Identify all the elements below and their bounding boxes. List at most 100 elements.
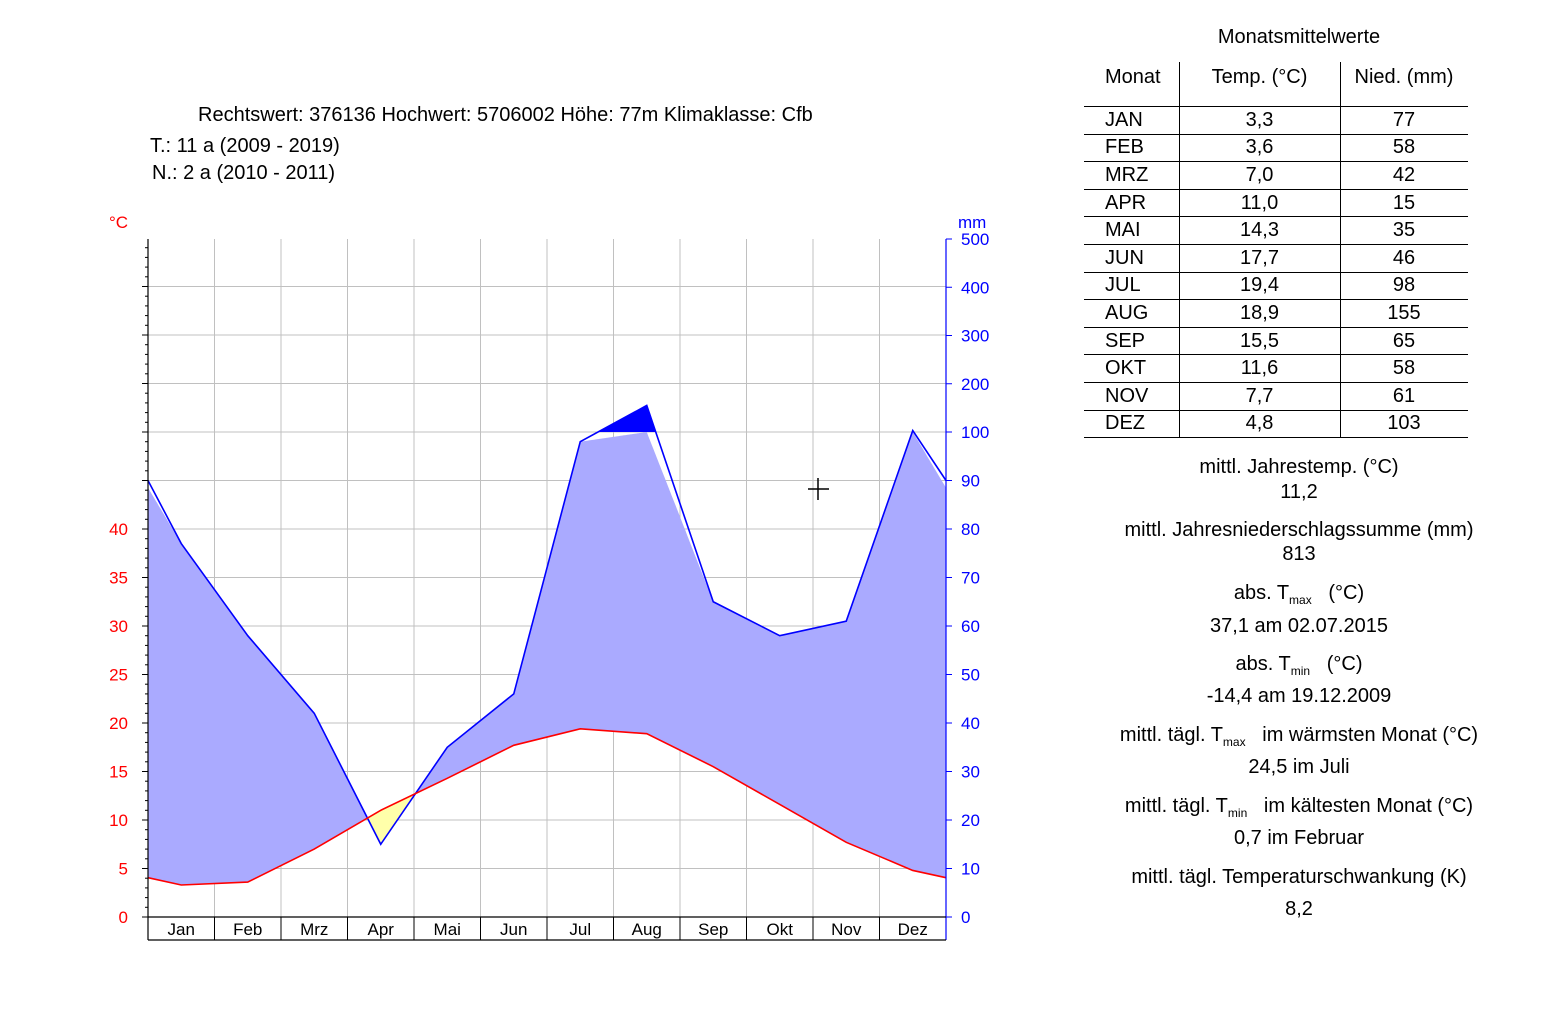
- month-label: Okt: [767, 920, 794, 939]
- precip-cell: 58: [1339, 354, 1468, 383]
- left-tick-label: 0: [119, 908, 128, 927]
- month-label: Dez: [898, 920, 928, 939]
- month-cell: FEB: [1084, 133, 1179, 162]
- temp-cell: 18,9: [1178, 299, 1340, 328]
- right-tick-label: 50: [961, 666, 980, 685]
- mean-temp-value: 11,2: [1280, 481, 1318, 503]
- table-row: DEZ 4,8 103: [1084, 409, 1468, 439]
- left-tick-label: 30: [109, 617, 128, 636]
- table-row: AUG 18,9 155: [1084, 299, 1468, 328]
- month-label: Mai: [434, 920, 461, 939]
- axes: [142, 238, 952, 941]
- month-cell: AUG: [1084, 299, 1179, 328]
- table-row: OKT 11,6 58: [1084, 354, 1468, 383]
- month-cell: JUN: [1084, 243, 1179, 273]
- month-label: Sep: [698, 920, 728, 939]
- precip-cell: 58: [1339, 133, 1468, 162]
- abs-tmin-label: abs. Tmin (°C): [1235, 653, 1363, 678]
- area-fills: [148, 405, 946, 885]
- left-tick-label: 25: [109, 666, 128, 685]
- table-row: MAI 14,3 35: [1084, 216, 1468, 245]
- right-tick-label: 70: [961, 569, 980, 588]
- month-label: Aug: [632, 920, 662, 939]
- precip-cell: 77: [1339, 106, 1468, 135]
- month-label: Mrz: [300, 920, 328, 939]
- temp-cell: 17,7: [1178, 243, 1340, 273]
- series-lines: [147, 404, 947, 886]
- left-tick-label: 35: [109, 569, 128, 588]
- right-tick-label: 60: [961, 617, 980, 636]
- table-row: SEP 15,5 65: [1084, 326, 1468, 355]
- column-header-month: Monat: [1105, 66, 1161, 88]
- abs-tmax-value: 37,1 am 02.07.2015: [1210, 615, 1388, 637]
- precip-cell: 46: [1339, 243, 1468, 273]
- right-tick-label: 40: [961, 714, 980, 733]
- left-axis-unit: °C: [109, 213, 128, 232]
- right-tick-label: 30: [961, 763, 980, 782]
- temp-swing-value: 8,2: [1285, 898, 1313, 920]
- cold-tmin-label: mittl. tägl. Tmin im kältesten Monat (°C…: [1124, 795, 1474, 820]
- month-cell: DEZ: [1084, 409, 1179, 439]
- warm-tmax-value: 24,5 im Juli: [1248, 756, 1350, 778]
- month-label: Nov: [831, 920, 862, 939]
- cold-tmin-value: 0,7 im Februar: [1233, 827, 1365, 849]
- table-row: MRZ 7,0 42: [1084, 161, 1468, 190]
- precip-cell: 42: [1339, 161, 1468, 190]
- precip-sum-value: 813: [1282, 543, 1316, 565]
- month-cell: SEP: [1084, 326, 1179, 355]
- month-cell: APR: [1084, 188, 1179, 217]
- temp-cell: 14,3: [1178, 216, 1340, 245]
- temperature-period: T.: 11 a (2009 - 2019): [150, 135, 340, 157]
- precip-cell: 103: [1339, 409, 1468, 439]
- temp-cell: 3,3: [1178, 106, 1340, 135]
- table-row: FEB 3,6 58: [1084, 133, 1468, 162]
- column-header-temp: Temp. (°C): [1178, 62, 1340, 107]
- right-tick-label: 500: [961, 230, 989, 249]
- monthly-values-table: Monat Temp. (°C) Nied. (mm) JAN 3,3 77 FEB 3…: [1084, 62, 1468, 439]
- table-row: APR 11,0 15: [1084, 188, 1468, 217]
- temp-cell: 11,6: [1178, 354, 1340, 383]
- temp-cell: 11,0: [1178, 188, 1340, 217]
- month-label: Jul: [569, 920, 591, 939]
- tick-labels: 0510152025303540010203040506070809010020…: [109, 213, 989, 939]
- right-axis-unit: mm: [958, 213, 986, 232]
- right-tick-label: 20: [961, 811, 980, 830]
- temp-cell: 3,6: [1178, 133, 1340, 162]
- precip-cell: 35: [1339, 216, 1468, 245]
- column-header-precip: Nied. (mm): [1339, 62, 1468, 107]
- right-tick-label: 80: [961, 520, 980, 539]
- left-tick-label: 15: [109, 763, 128, 782]
- table-row: NOV 7,7 61: [1084, 381, 1468, 411]
- temp-cell: 7,0: [1178, 161, 1340, 190]
- month-cell: JUL: [1084, 271, 1179, 300]
- temp-cell: 7,7: [1178, 381, 1340, 411]
- precip-sum-label: mittl. Jahresniederschlagssumme (mm): [1124, 519, 1474, 541]
- left-tick-label: 5: [119, 860, 128, 879]
- right-tick-label: 10: [961, 860, 980, 879]
- left-tick-label: 20: [109, 714, 128, 733]
- temp-cell: 15,5: [1178, 326, 1340, 355]
- right-tick-label: 300: [961, 327, 989, 346]
- temp-cell: 19,4: [1178, 271, 1340, 300]
- precipitation-period: N.: 2 a (2010 - 2011): [152, 162, 336, 184]
- left-tick-label: 40: [109, 520, 128, 539]
- table-row: JAN 3,3 77: [1084, 106, 1468, 135]
- month-cell: NOV: [1084, 381, 1179, 411]
- precip-cell: 98: [1339, 271, 1468, 300]
- table-row: JUN 17,7 46: [1084, 243, 1468, 273]
- month-label: Apr: [368, 920, 395, 939]
- month-label: Jun: [500, 920, 527, 939]
- temperature-line: [147, 728, 947, 886]
- table-row: JUL 19,4 98: [1084, 271, 1468, 300]
- left-tick-label: 10: [109, 811, 128, 830]
- right-tick-label: 90: [961, 472, 980, 491]
- abs-tmin-value: -14,4 am 19.12.2009: [1206, 685, 1392, 707]
- right-tick-label: 400: [961, 278, 989, 297]
- right-tick-label: 100: [961, 423, 989, 442]
- mean-temp-label: mittl. Jahrestemp. (°C): [1199, 456, 1399, 478]
- crosshair-cursor-icon: [808, 478, 829, 500]
- month-cell: JAN: [1084, 106, 1179, 135]
- warm-tmax-label: mittl. tägl. Tmax im wärmsten Monat (°C): [1119, 724, 1479, 749]
- precip-cell: 155: [1339, 299, 1468, 328]
